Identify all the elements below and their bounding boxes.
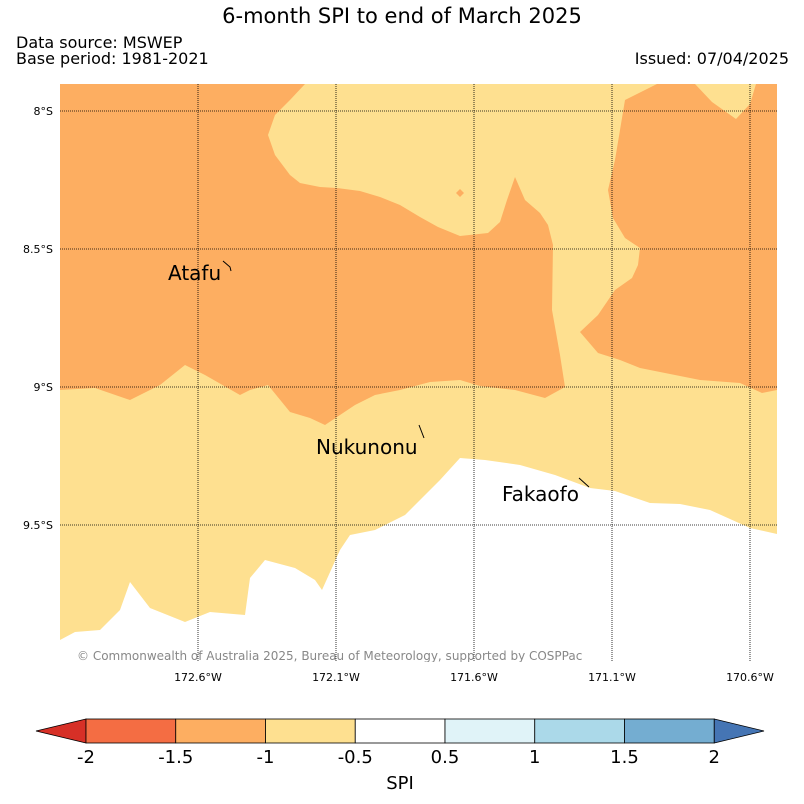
- island-label-fakaofo: Fakaofo: [502, 482, 579, 506]
- colorbar-segment: [354, 718, 446, 744]
- colorbar-segment: [85, 718, 177, 744]
- spi-colorbar: -2 -1.5 -1 -0.5 0.5 1 1.5 2 SPI: [35, 718, 765, 794]
- lon-label-172-6w: 172.6°W: [174, 671, 222, 684]
- colorbar-title: SPI: [386, 773, 414, 794]
- colorbar-tick-label: 1.5: [610, 747, 639, 768]
- lon-label-172-1w: 172.1°W: [312, 671, 360, 684]
- colorbar-tick-label: 1: [529, 747, 540, 768]
- lat-label-8-5s: 8.5°S: [23, 243, 53, 256]
- colorbar-segment: [534, 718, 625, 744]
- colorbar-extend-high: [713, 718, 765, 744]
- map-area: Atafu Nukunonu Fakaofo © Commonwealth of…: [60, 84, 777, 663]
- colorbar-extend-low: [35, 718, 87, 744]
- colorbar-tick-label: -1: [257, 747, 275, 768]
- colorbar-tick-label: 0.5: [431, 747, 460, 768]
- colorbar-segment: [175, 718, 266, 744]
- moderately-dry-region-east: [580, 84, 777, 393]
- issued-date: Issued: 07/04/2025: [634, 49, 789, 68]
- lat-label-9-5s: 9.5°S: [23, 519, 53, 532]
- colorbar-segment: [624, 718, 715, 744]
- lon-label-170-6w: 170.6°W: [726, 671, 774, 684]
- map-title: 6-month SPI to end of March 2025: [222, 4, 582, 28]
- fakaofo-island: [578, 477, 590, 488]
- base-period: Base period: 1981-2021: [16, 49, 209, 68]
- colorbar-tick-label: -2: [77, 747, 95, 768]
- small-dry-patch: [456, 189, 464, 197]
- lon-label-171-6w: 171.6°W: [450, 671, 498, 684]
- colorbar-tick-label: -1.5: [158, 747, 193, 768]
- atafu-island: [222, 260, 232, 272]
- moderately-dry-region-west: [60, 84, 565, 425]
- colorbar-segment: [444, 718, 536, 744]
- lat-label-9s: 9°S: [34, 381, 53, 394]
- graticule: [60, 84, 777, 662]
- colorbar-segment: [265, 718, 356, 744]
- lon-label-171-1w: 171.1°W: [588, 671, 636, 684]
- island-label-atafu: Atafu: [168, 261, 221, 285]
- nukunonu-island: [418, 424, 425, 439]
- copyright-credit: © Commonwealth of Australia 2025, Bureau…: [77, 649, 582, 663]
- lat-label-8s: 8°S: [34, 105, 53, 118]
- island-label-nukunonu: Nukunonu: [316, 435, 418, 459]
- data-source: Data source: MSWEP: [16, 33, 183, 52]
- colorbar-tick-label: -0.5: [338, 747, 373, 768]
- colorbar-tick-label: 2: [709, 747, 720, 768]
